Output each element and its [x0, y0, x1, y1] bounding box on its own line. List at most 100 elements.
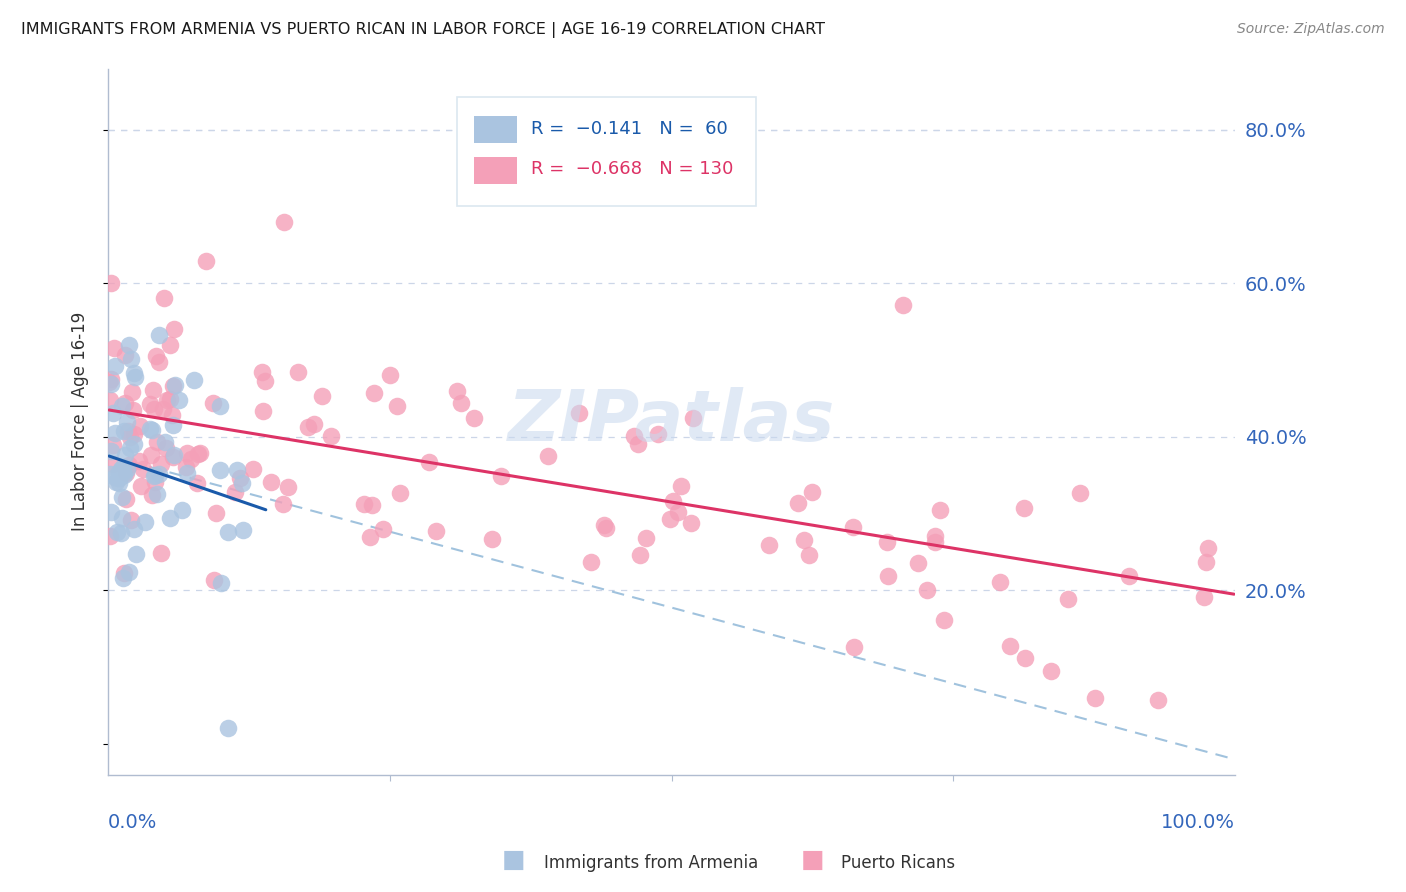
Point: [537, 450, 560, 464]
Point: [117, 425, 139, 439]
Point: [302, 417, 325, 432]
Point: [1118, 568, 1140, 582]
Point: [1197, 541, 1219, 555]
Point: [359, 530, 381, 544]
Point: [1069, 485, 1091, 500]
Point: [165, 378, 187, 392]
Point: [104, 425, 127, 440]
Point: [787, 496, 810, 510]
Point: [149, 457, 172, 471]
Point: [489, 469, 512, 483]
Point: [114, 348, 136, 362]
Point: [934, 613, 956, 627]
Point: [115, 492, 138, 507]
Point: [146, 487, 169, 501]
Text: R =  −0.141   N =  60: R = −0.141 N = 60: [530, 120, 727, 137]
Point: [120, 441, 142, 455]
Point: [242, 462, 264, 476]
Point: [100, 505, 122, 519]
Point: [111, 399, 134, 413]
Point: [446, 384, 468, 399]
Point: [172, 503, 194, 517]
Point: [623, 429, 645, 443]
Point: [758, 538, 780, 552]
Bar: [474, 116, 517, 143]
Point: [842, 640, 865, 654]
Point: [112, 424, 135, 438]
Point: [115, 416, 138, 430]
Point: [568, 406, 591, 420]
Point: [363, 386, 385, 401]
Point: [120, 430, 142, 444]
Point: [250, 365, 273, 379]
Point: [481, 532, 503, 546]
Point: [104, 359, 127, 374]
Point: [142, 383, 165, 397]
Point: [371, 522, 394, 536]
Point: [924, 535, 946, 549]
Point: [450, 396, 472, 410]
Point: [1195, 555, 1218, 569]
Point: [128, 453, 150, 467]
Point: [122, 522, 145, 536]
Point: [579, 555, 602, 569]
Point: [101, 405, 124, 419]
Point: [148, 355, 170, 369]
Point: [228, 471, 250, 485]
Point: [105, 525, 128, 540]
Point: [143, 469, 166, 483]
Point: [118, 458, 141, 472]
Point: [110, 461, 132, 475]
Point: [659, 511, 682, 525]
Point: [155, 434, 177, 449]
Point: [271, 497, 294, 511]
Point: [145, 475, 167, 490]
Point: [202, 396, 225, 410]
Point: [148, 467, 170, 482]
Point: [627, 437, 650, 451]
Point: [122, 437, 145, 451]
Point: [159, 338, 181, 352]
Point: [111, 459, 134, 474]
Y-axis label: In Labor Force | Age 16-19: In Labor Force | Age 16-19: [72, 312, 89, 531]
Point: [1084, 690, 1107, 705]
Point: [389, 486, 412, 500]
Point: [287, 365, 309, 379]
Point: [254, 374, 277, 388]
Text: ZIPatlas: ZIPatlas: [508, 387, 835, 456]
Text: Source: ZipAtlas.com: Source: ZipAtlas.com: [1237, 22, 1385, 37]
Point: [297, 420, 319, 434]
Point: [124, 547, 146, 561]
Point: [148, 327, 170, 342]
Point: [103, 342, 125, 356]
Point: [217, 722, 239, 736]
Text: ■: ■: [502, 848, 524, 872]
Point: [112, 466, 135, 480]
Point: [124, 366, 146, 380]
Point: [387, 399, 409, 413]
Point: [124, 370, 146, 384]
Point: [141, 487, 163, 501]
Point: [117, 462, 139, 476]
Point: [647, 427, 669, 442]
Point: [353, 497, 375, 511]
Point: [110, 526, 132, 541]
Point: [114, 396, 136, 410]
Point: [159, 392, 181, 406]
Point: [592, 518, 614, 533]
Point: [156, 392, 179, 407]
Point: [98, 467, 121, 481]
Point: [129, 478, 152, 492]
Point: [143, 468, 166, 483]
Point: [143, 401, 166, 416]
Point: [122, 427, 145, 442]
Point: [163, 449, 186, 463]
Point: [139, 422, 162, 436]
Point: [100, 444, 122, 458]
Point: [108, 465, 131, 479]
Point: [1014, 650, 1036, 665]
Point: [112, 566, 135, 580]
Point: [929, 502, 952, 516]
Point: [180, 452, 202, 467]
Point: [202, 573, 225, 587]
